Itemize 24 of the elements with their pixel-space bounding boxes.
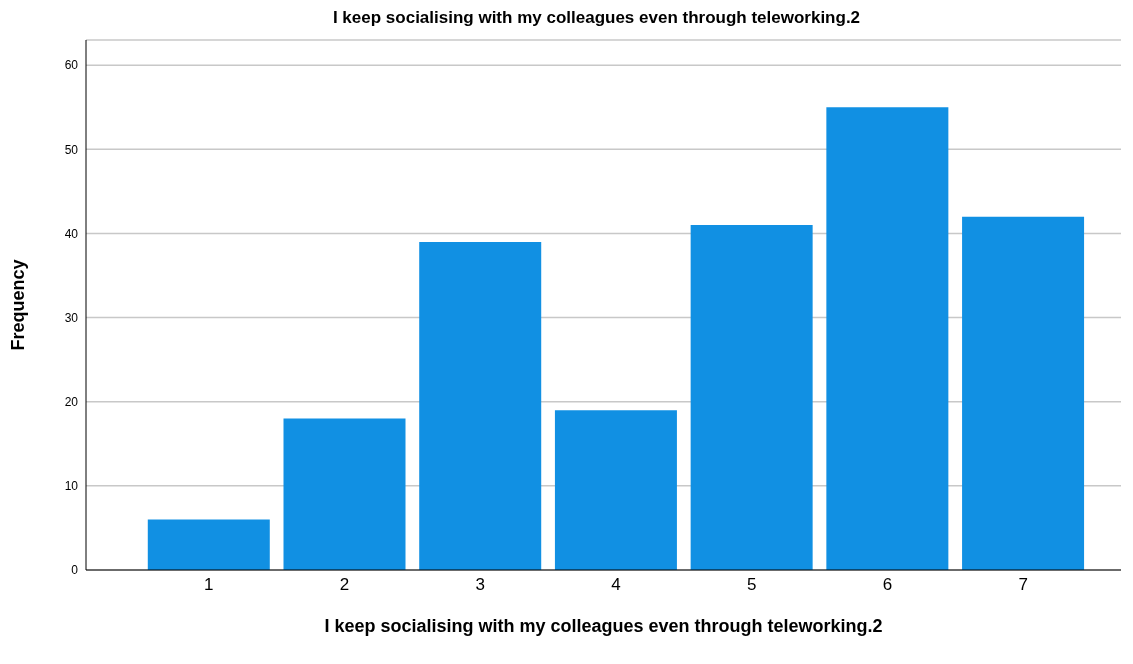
y-tick-label: 30 xyxy=(64,310,79,325)
x-tick-label: 4 xyxy=(611,575,621,595)
x-tick-label: 5 xyxy=(746,575,757,595)
x-tick-label: 7 xyxy=(1018,575,1028,595)
bar xyxy=(962,216,1085,570)
bar xyxy=(283,418,406,570)
y-tick-label: 0 xyxy=(71,563,79,578)
y-tick-label: 20 xyxy=(64,395,79,410)
x-tick-label: 1 xyxy=(204,575,214,595)
bar xyxy=(554,410,677,570)
bar xyxy=(826,107,949,570)
x-tick-label: 6 xyxy=(882,575,893,595)
x-tick-label: 2 xyxy=(339,575,350,595)
bar xyxy=(419,241,542,570)
y-tick-label: 60 xyxy=(64,58,79,73)
bar xyxy=(690,225,813,570)
x-tick-label: 3 xyxy=(475,575,486,595)
y-axis-title: Frequency xyxy=(8,259,29,351)
y-tick-label: 10 xyxy=(64,479,79,494)
x-axis-title: I keep socialising with my colleagues even through teleworking.2 xyxy=(324,616,883,636)
bar xyxy=(147,519,270,570)
y-tick-label: 50 xyxy=(64,142,79,157)
y-tick-label: 40 xyxy=(64,226,79,241)
chart-title: I keep socialising with my colleagues even through teleworking.2 xyxy=(331,8,862,29)
